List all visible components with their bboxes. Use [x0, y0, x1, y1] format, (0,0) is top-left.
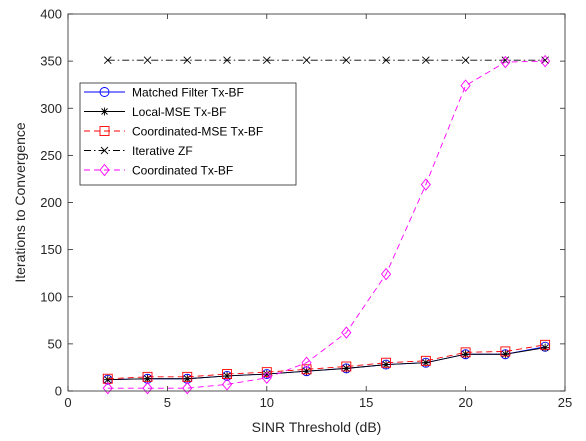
y-tick-label: 400	[40, 7, 62, 22]
data-point-iterative-zf-18	[422, 56, 430, 65]
series-local-mse-tx-bf	[103, 343, 550, 384]
legend-marker	[100, 107, 109, 116]
data-point-coordinated-mse-tx-bf-6	[182, 371, 193, 382]
y-tick-label: 350	[40, 54, 62, 69]
legend-label: Local-MSE Tx-BF	[132, 105, 226, 119]
x-tick-label: 10	[260, 395, 274, 410]
data-point-coordinated-tx-bf-2	[102, 381, 113, 395]
legend-marker	[100, 146, 109, 155]
data-point-coordinated-tx-bf-14	[341, 326, 352, 339]
y-axis-label: Iterations to Convergence	[12, 122, 28, 283]
data-point-local-mse-tx-bf-2	[103, 375, 112, 384]
legend-label: Matched Filter Tx-BF	[132, 86, 244, 100]
data-point-coordinated-tx-bf-6	[182, 381, 193, 395]
x-tick-label: 25	[558, 395, 572, 410]
data-point-local-mse-tx-bf-24	[541, 343, 550, 352]
x-tick-label: 0	[64, 395, 71, 410]
data-point-local-mse-tx-bf-6	[183, 374, 192, 383]
data-point-coordinated-mse-tx-bf-18	[420, 355, 431, 366]
data-point-local-mse-tx-bf-16	[382, 360, 391, 369]
x-tick-label: 5	[164, 395, 171, 410]
series-line-coordinated-mse-tx-bf	[107, 344, 546, 380]
data-point-coordinated-tx-bf-4	[142, 381, 153, 395]
data-point-local-mse-tx-bf-20	[461, 350, 470, 359]
data-point-local-mse-tx-bf-18	[421, 358, 430, 367]
legend-item-iterative-zf: Iterative ZF	[84, 144, 193, 158]
y-tick-label: 300	[40, 101, 62, 116]
data-point-coordinated-tx-bf-18	[420, 178, 431, 191]
data-point-coordinated-tx-bf-8	[221, 378, 233, 391]
y-tick-label: 100	[40, 289, 62, 304]
data-point-iterative-zf-2	[103, 56, 112, 65]
data-point-coordinated-mse-tx-bf-4	[142, 371, 153, 382]
data-point-coordinated-tx-bf-12	[301, 356, 312, 369]
data-point-coordinated-tx-bf-16	[380, 267, 392, 281]
legend: Matched Filter Tx-BF Local-MSE Tx-BF Coord…	[79, 82, 297, 186]
data-point-coordinated-tx-bf-24	[540, 54, 551, 68]
legend-item-coordinated-mse-tx-bf: Coordinated-MSE Tx-BF	[84, 125, 263, 139]
data-point-local-mse-tx-bf-4	[143, 374, 152, 383]
data-point-coordinated-tx-bf-20	[460, 79, 471, 92]
data-point-iterative-zf-14	[342, 56, 351, 65]
data-point-local-mse-tx-bf-22	[501, 350, 510, 359]
y-tick-label: 150	[40, 242, 62, 257]
legend-item-coordinated-tx-bf: Coordinated Tx-BF	[84, 164, 233, 178]
data-point-local-mse-tx-bf-12	[302, 367, 311, 376]
data-point-iterative-zf-4	[143, 56, 152, 65]
series-line-local-mse-tx-bf	[107, 347, 546, 381]
data-point-local-mse-tx-bf-14	[342, 364, 351, 373]
data-point-iterative-zf-22	[501, 56, 510, 65]
legend-label: Coordinated Tx-BF	[132, 164, 233, 178]
data-point-coordinated-mse-tx-bf-20	[460, 347, 471, 358]
data-point-coordinated-mse-tx-bf-12	[301, 364, 312, 375]
legend-marker	[99, 87, 110, 97]
legend-item-local-mse-tx-bf: Local-MSE Tx-BF	[84, 105, 226, 119]
x-tick-label: 20	[458, 395, 472, 410]
data-point-iterative-zf-10	[262, 56, 271, 65]
legend-label: Iterative ZF	[132, 144, 193, 158]
data-point-coordinated-tx-bf-22	[500, 55, 511, 69]
data-point-iterative-zf-6	[183, 56, 192, 65]
data-point-iterative-zf-16	[382, 56, 390, 65]
series-line-coordinated-tx-bf	[107, 60, 546, 389]
y-tick-label: 250	[40, 148, 62, 163]
data-point-coordinated-mse-tx-bf-14	[341, 361, 352, 372]
data-point-iterative-zf-20	[461, 56, 470, 65]
legend-marker	[99, 163, 110, 177]
series-layer	[102, 54, 551, 395]
legend-box	[79, 82, 297, 186]
x-axis-label: SINR Threshold (dB)	[252, 419, 382, 435]
legend-label: Coordinated-MSE Tx-BF	[132, 125, 263, 139]
data-point-coordinated-mse-tx-bf-24	[540, 339, 551, 350]
data-point-iterative-zf-8	[223, 56, 231, 65]
series-coordinated-mse-tx-bf	[102, 339, 551, 384]
plot-area	[68, 14, 565, 391]
data-point-local-mse-tx-bf-10	[262, 370, 271, 379]
series-iterative-zf	[103, 56, 549, 65]
legend-item-matched-filter-tx-bf: Matched Filter Tx-BF	[84, 86, 244, 100]
y-tick-label: 50	[48, 336, 62, 351]
y-tick-label: 200	[40, 195, 62, 210]
data-point-coordinated-mse-tx-bf-22	[500, 346, 511, 357]
x-tick-label: 15	[359, 395, 373, 410]
legend-marker	[99, 126, 110, 136]
data-point-coordinated-mse-tx-bf-10	[261, 367, 272, 378]
data-point-local-mse-tx-bf-8	[223, 371, 232, 380]
series-coordinated-tx-bf	[102, 54, 551, 395]
data-point-coordinated-mse-tx-bf-16	[381, 357, 392, 368]
data-point-coordinated-tx-bf-10	[261, 371, 272, 385]
data-point-iterative-zf-12	[302, 56, 311, 65]
y-tick-label: 0	[55, 384, 62, 399]
